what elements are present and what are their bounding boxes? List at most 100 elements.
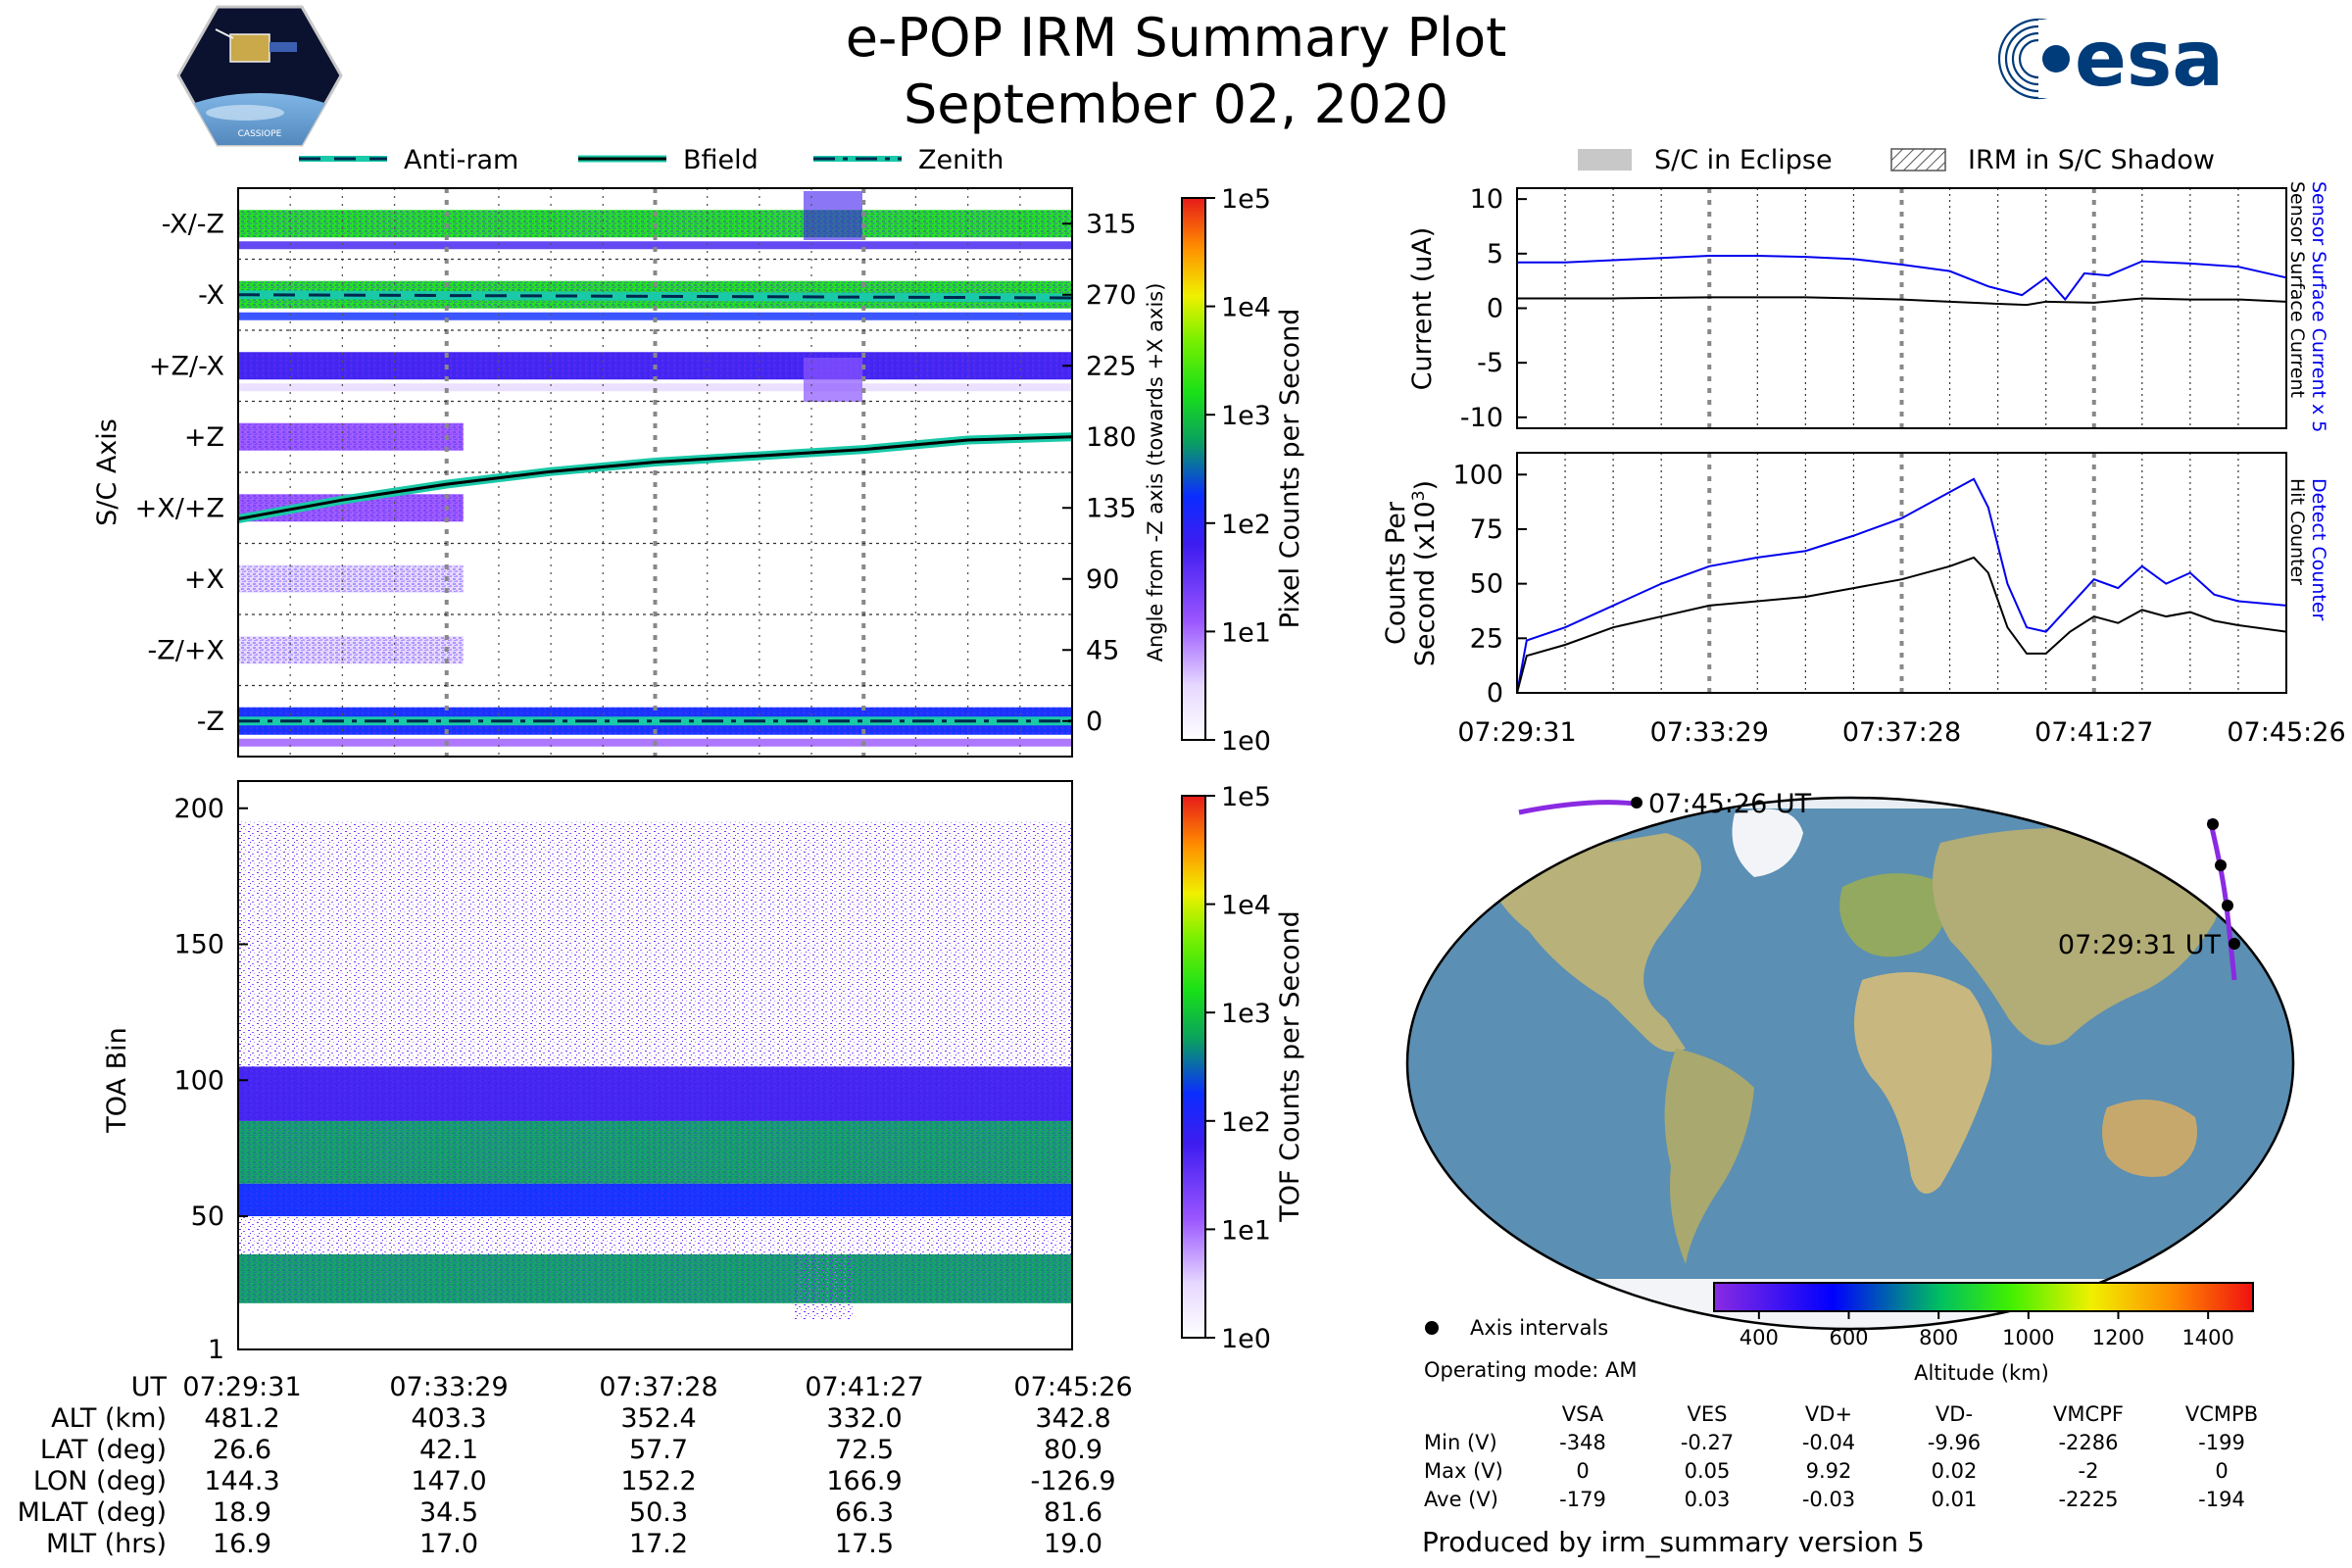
voltage-header: VES bbox=[1688, 1402, 1728, 1426]
x-tick-label: 07:41:27 bbox=[2034, 717, 2153, 748]
ephemeris-cell: 07:29:31 bbox=[182, 1372, 301, 1402]
ephemeris-row-label: LON (deg) bbox=[33, 1466, 167, 1496]
y-tick-label: 0 bbox=[1487, 294, 1503, 324]
voltage-header: VMCPF bbox=[2053, 1402, 2124, 1426]
y-tick-label: 50 bbox=[1470, 569, 1503, 600]
ephemeris-cell: 342.8 bbox=[1035, 1403, 1110, 1434]
y-tick-label: +Z/-X bbox=[149, 351, 224, 381]
ephemeris-cell: 07:37:28 bbox=[599, 1372, 717, 1402]
page-date: September 02, 2020 bbox=[903, 74, 1449, 135]
sc-axis-panel: -X/-Z -X +Z/-X +Z +X/+Z +X -Z/+X -Z 315 270 225 18… bbox=[92, 187, 1167, 758]
produced-by: Produced by irm_summary version 5 bbox=[1422, 1526, 1925, 1558]
voltage-row-label: Ave (V) bbox=[1424, 1488, 1498, 1511]
current-y2label-black: Sensor Surface Current bbox=[2286, 181, 2308, 398]
colorbar-tick-label: 1e5 bbox=[1221, 782, 1271, 812]
y-tick-label: -X/-Z bbox=[162, 209, 224, 239]
heatmap-dropout bbox=[804, 358, 862, 402]
pixel-colorbar: 1e0 1e1 1e2 1e3 1e4 1e5 Pixel Counts per Seco… bbox=[1181, 184, 1305, 757]
colorbar-tick-label: 1e0 bbox=[1221, 1324, 1271, 1354]
colorbar-tick-label: 1e3 bbox=[1221, 999, 1271, 1029]
ephemeris-row-label: MLAT (deg) bbox=[18, 1497, 167, 1528]
y-tick-label: +Z bbox=[184, 422, 224, 453]
heatmap-row-fringe bbox=[238, 241, 1072, 250]
voltage-row-label: Max (V) bbox=[1424, 1459, 1503, 1483]
y-tick-label: 10 bbox=[1470, 184, 1503, 215]
colorbar-tick-label: 1e5 bbox=[1221, 184, 1271, 215]
orbit-point-label: 07:29:31 UT bbox=[2058, 930, 2222, 960]
counts-panel: 0 25 50 75 100 07:29:31 07:33:29 07:37:28 07:41… bbox=[1381, 452, 2346, 748]
voltage-header: VSA bbox=[1562, 1402, 1604, 1426]
ephemeris-row-label: ALT (km) bbox=[51, 1403, 167, 1434]
heatmap-row-fringe bbox=[238, 383, 1072, 392]
orbit-map: 07:45:26 UT 07:29:31 UT bbox=[1405, 789, 2295, 1331]
y2-tick-label: 270 bbox=[1086, 280, 1137, 311]
voltage-cell: -348 bbox=[1559, 1431, 1606, 1454]
y-tick-label: +X bbox=[184, 564, 224, 595]
voltage-table: VSA VES VD+ VD- VMCPF VCMPB Min (V) -348 -0.27 -0… bbox=[1424, 1402, 2258, 1511]
ephemeris-row-label: LAT (deg) bbox=[40, 1435, 167, 1465]
voltage-header: VD+ bbox=[1805, 1402, 1852, 1426]
toa-band-texture bbox=[238, 1120, 1072, 1184]
counts-y2label-black: Hit Counter bbox=[2286, 478, 2308, 585]
altitude-colorbar: 400 600 800 1000 1200 1400 Altitude (km) bbox=[1713, 1282, 2254, 1385]
ephemeris-cell: 147.0 bbox=[411, 1466, 486, 1496]
ephemeris-cell: 481.2 bbox=[204, 1403, 279, 1434]
colorbar-tick-label: 1e1 bbox=[1221, 1215, 1271, 1246]
voltage-cell: 0 bbox=[1576, 1459, 1589, 1483]
toa-heatmap bbox=[238, 781, 1072, 1320]
ephemeris-cell: 19.0 bbox=[1044, 1529, 1102, 1559]
series-halo-anti-ram bbox=[237, 290, 1073, 303]
legend-bfield: Bfield bbox=[683, 145, 759, 175]
toa-gap bbox=[794, 1243, 853, 1320]
x-tick-label: 07:45:26 bbox=[2227, 717, 2345, 748]
ephemeris-row-label: UT bbox=[131, 1372, 168, 1402]
voltage-cell: -0.03 bbox=[1802, 1488, 1855, 1511]
orbit-point bbox=[2207, 818, 2219, 830]
colorbar-tick-label: 1e0 bbox=[1221, 726, 1271, 757]
voltage-cell: -199 bbox=[2198, 1431, 2245, 1454]
y-tick-label: 5 bbox=[1487, 239, 1503, 270]
voltage-cell: 0 bbox=[2215, 1459, 2228, 1483]
toa-band-texture bbox=[238, 1253, 1072, 1303]
y2-tick-label: 90 bbox=[1086, 564, 1119, 595]
y-tick-label: 100 bbox=[1452, 460, 1503, 490]
legend-shadow-label: IRM in S/C Shadow bbox=[1968, 145, 2215, 175]
y-tick-label: +X/+Z bbox=[135, 493, 224, 523]
series-hit-counter bbox=[1516, 556, 2287, 694]
ephemeris-row-label: MLT (hrs) bbox=[46, 1529, 167, 1559]
ephemeris-cell: 07:45:26 bbox=[1013, 1372, 1132, 1402]
y-tick-label: 100 bbox=[173, 1065, 224, 1096]
voltage-header: VCMPB bbox=[2185, 1402, 2258, 1426]
orbit-point bbox=[1631, 797, 1642, 808]
voltage-cell: -2286 bbox=[2058, 1431, 2118, 1454]
altitude-tick-label: 1400 bbox=[2181, 1326, 2233, 1349]
angle-axis-label: Angle from -Z axis (towards +X axis) bbox=[1144, 283, 1167, 662]
voltage-cell: 0.01 bbox=[1932, 1488, 1978, 1511]
legend-eclipse-label: S/C in Eclipse bbox=[1654, 145, 1833, 175]
ephemeris-cell: 17.0 bbox=[419, 1529, 478, 1559]
ephemeris-cell: 166.9 bbox=[826, 1466, 902, 1496]
voltage-cell: -0.04 bbox=[1802, 1431, 1855, 1454]
colorbar-tick-label: 1e2 bbox=[1221, 510, 1271, 540]
colorbar-tick-label: 1e4 bbox=[1221, 891, 1271, 921]
y2-tick-label: 180 bbox=[1086, 422, 1137, 453]
toa-band-texture bbox=[238, 1183, 1072, 1217]
ephemeris-cell: 50.3 bbox=[629, 1497, 688, 1528]
tof-colorbar-label: TOF Counts per Second bbox=[1275, 910, 1305, 1223]
colorbar-tick-label: 1e2 bbox=[1221, 1107, 1271, 1138]
operating-mode: Operating mode: AM bbox=[1424, 1358, 1637, 1382]
ephemeris-cell: 57.7 bbox=[629, 1435, 688, 1465]
ephemeris-cell: 352.4 bbox=[620, 1403, 696, 1434]
heatmap-row-texture bbox=[238, 564, 464, 593]
esa-logo-text: esa bbox=[2075, 16, 2224, 103]
ephemeris-cell: 403.3 bbox=[411, 1403, 486, 1434]
toa-band-texture bbox=[238, 1066, 1072, 1121]
pixel-colorbar-label: Pixel Counts per Second bbox=[1275, 309, 1305, 629]
ephemeris-cell: 72.5 bbox=[835, 1435, 894, 1465]
heatmap-row-texture bbox=[238, 636, 464, 664]
current-ylabel: Current (uA) bbox=[1407, 227, 1438, 391]
y-tick-label: -10 bbox=[1460, 403, 1503, 433]
legend-eclipse: S/C in Eclipse IRM in S/C Shadow bbox=[1578, 145, 2215, 175]
